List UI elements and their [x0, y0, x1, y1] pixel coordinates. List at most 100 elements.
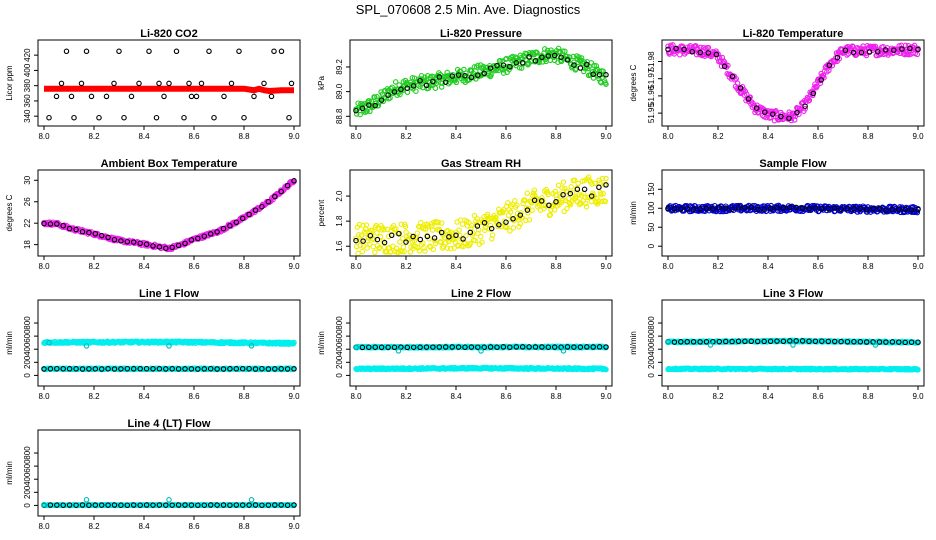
data-point	[507, 63, 513, 70]
y-tick-label: 51.96	[647, 85, 656, 106]
data-point	[486, 72, 492, 79]
x-tick-label: 8.6	[812, 132, 824, 141]
data-point	[677, 52, 683, 58]
data-point	[286, 114, 292, 121]
data-point	[367, 232, 374, 239]
data-point	[353, 107, 359, 114]
data-point	[532, 58, 539, 64]
y-tick-label: 0	[335, 373, 344, 378]
data-point	[742, 88, 749, 95]
data-point	[697, 44, 704, 51]
y-tick-label: 100	[647, 201, 656, 215]
y-tick-label: 0	[23, 373, 32, 378]
data-point	[432, 240, 439, 247]
data-point	[594, 201, 601, 207]
panel-title: Sample Flow	[759, 158, 827, 170]
data-point	[463, 233, 469, 239]
data-point	[831, 205, 838, 211]
data-point	[128, 93, 135, 100]
data-point	[899, 46, 905, 52]
x-tick-label: 8.8	[550, 392, 562, 401]
data-point	[364, 108, 370, 115]
data-point	[748, 204, 755, 211]
data-point	[907, 45, 913, 52]
y-tick-label: 600	[335, 329, 344, 343]
data-point	[98, 232, 105, 239]
data-point	[356, 231, 362, 238]
x-tick-label: 8.2	[712, 392, 724, 401]
x-tick-label: 8.6	[188, 522, 200, 531]
data-point	[380, 238, 386, 244]
data-point	[488, 72, 494, 78]
x-tick-label: 8.2	[400, 262, 412, 271]
x-tick-label: 8.4	[450, 392, 462, 401]
data-point	[684, 205, 690, 212]
data-point	[541, 205, 547, 212]
data-point	[599, 175, 606, 182]
data-point	[850, 49, 857, 56]
data-point	[284, 182, 291, 189]
data-point	[665, 46, 671, 53]
data-point	[462, 72, 468, 79]
data-point	[574, 186, 581, 193]
data-point	[288, 80, 295, 87]
y-tick-label: 22	[23, 218, 32, 227]
data-point	[689, 49, 695, 55]
data-point	[571, 177, 578, 184]
data-point	[488, 225, 495, 232]
data-point	[487, 65, 494, 71]
data-point	[202, 232, 209, 238]
data-point	[251, 93, 257, 100]
data-point	[468, 74, 475, 81]
x-tick-label: 8.6	[500, 262, 512, 271]
series-averages	[665, 204, 921, 213]
data-point	[817, 80, 824, 86]
data-point	[429, 223, 435, 230]
plot-frame	[37, 39, 301, 127]
data-point	[539, 54, 545, 61]
data-point	[496, 222, 502, 228]
y-tick-label: 600	[647, 329, 656, 343]
data-point	[175, 242, 182, 249]
data-point	[418, 219, 424, 226]
y-tick-label: 400	[647, 342, 656, 356]
x-tick-label: 8.4	[138, 262, 150, 271]
data-point	[392, 79, 399, 85]
data-point	[908, 207, 915, 213]
data-point	[463, 70, 469, 76]
data-point	[558, 54, 564, 61]
data-point	[136, 80, 142, 87]
data-point	[681, 46, 687, 53]
data-point	[778, 113, 784, 120]
data-point	[697, 49, 704, 56]
panel-title: Ambient Box Temperature	[101, 158, 238, 170]
data-point	[870, 205, 876, 212]
x-tick-label: 8.8	[550, 132, 562, 141]
y-axis-label: ml/min	[629, 201, 638, 225]
data-point	[359, 105, 366, 112]
y-axis-label: degrees C	[5, 194, 14, 231]
data-point	[902, 42, 909, 49]
x-tick-label: 8.6	[188, 392, 200, 401]
data-point	[562, 185, 568, 192]
series-averages	[353, 182, 609, 246]
y-tick-label: 400	[23, 63, 32, 77]
data-point	[188, 237, 195, 243]
data-point	[819, 205, 825, 212]
data-point	[806, 97, 813, 104]
data-point	[236, 48, 242, 55]
data-point	[431, 237, 438, 244]
data-point	[514, 202, 520, 209]
x-tick-label: 8.6	[500, 132, 512, 141]
data-point	[374, 93, 380, 100]
data-point	[353, 111, 360, 117]
data-point	[773, 108, 779, 114]
data-point	[697, 205, 703, 212]
data-point	[834, 54, 841, 61]
data-point	[838, 206, 844, 212]
data-point	[371, 236, 377, 243]
data-point	[583, 203, 590, 210]
data-point	[228, 80, 235, 87]
